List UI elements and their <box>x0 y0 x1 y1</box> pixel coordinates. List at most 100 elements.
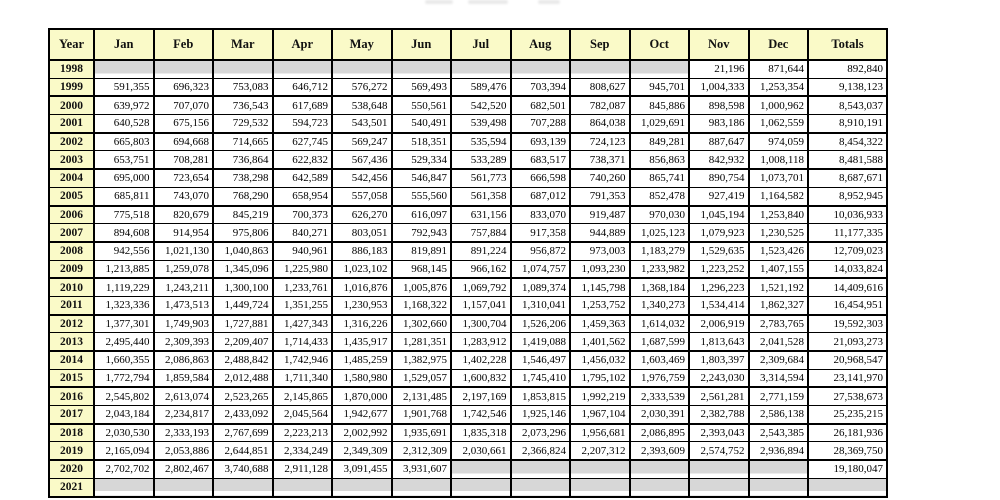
cell-2017-totals: 25,235,215 <box>807 405 888 425</box>
cell-2003-totals: 8,481,588 <box>807 150 888 170</box>
cell-2014-apr: 1,742,946 <box>271 349 333 370</box>
cell-2016-totals: 27,538,673 <box>807 386 888 407</box>
cell-2019-feb: 2,053,886 <box>152 441 214 461</box>
cell-2008-oct: 1,183,279 <box>628 240 690 261</box>
cell-2004-dec: 1,073,701 <box>747 168 809 188</box>
cell-2007-aug: 917,358 <box>509 223 571 243</box>
cell-2017-mar: 2,433,092 <box>212 405 274 425</box>
cell-2018-may: 2,002,992 <box>331 422 393 443</box>
cell-2018-nov: 2,393,043 <box>688 422 750 443</box>
cell-2002-totals: 8,454,322 <box>807 131 888 152</box>
cell-2003-aug: 683,517 <box>509 150 571 170</box>
table-row-1998: 1998 21,196 871,644 892,840 <box>48 58 888 79</box>
cropped-title-remnant <box>538 0 560 4</box>
cell-2021-jun <box>390 477 452 498</box>
cell-2018-totals: 26,181,936 <box>807 422 888 443</box>
cell-2010-may: 1,016,876 <box>331 277 393 297</box>
column-header-year: Year <box>48 28 95 61</box>
cell-2020-nov <box>688 459 750 479</box>
cell-2002-jan: 665,803 <box>93 131 155 152</box>
table-row-2010: 2010 1,119,229 1,243,211 1,300,100 1,233,761… <box>48 277 888 297</box>
cell-2015-nov: 2,243,030 <box>688 368 750 388</box>
table-row-2013: 2013 2,495,440 2,309,393 2,209,407 1,714,433… <box>48 332 888 352</box>
cell-2007-jul: 757,884 <box>450 223 512 243</box>
cell-2011-apr: 1,351,255 <box>271 295 333 316</box>
cell-2016-apr: 2,145,865 <box>271 386 333 407</box>
cell-2017-apr: 2,045,564 <box>271 405 333 425</box>
column-header-sep: Sep <box>569 28 631 61</box>
cell-2006-dec: 1,253,840 <box>747 204 809 225</box>
cell-2009-sep: 1,093,230 <box>569 259 631 279</box>
year-cell-2013: 2013 <box>48 332 95 352</box>
cell-2001-jan: 640,528 <box>93 114 155 134</box>
cell-2011-mar: 1,449,724 <box>212 295 274 316</box>
cell-2005-jan: 685,811 <box>93 186 155 207</box>
cell-2001-totals: 8,910,191 <box>807 114 888 134</box>
cell-1998-jan <box>93 58 155 79</box>
cell-2015-feb: 1,859,584 <box>152 368 214 388</box>
cell-2001-may: 543,501 <box>331 114 393 134</box>
cell-2004-apr: 642,589 <box>271 168 333 188</box>
year-cell-2004: 2004 <box>48 168 95 188</box>
year-cell-2006: 2006 <box>48 204 95 225</box>
cell-2021-totals <box>807 477 888 498</box>
cell-2006-jun: 616,097 <box>390 204 452 225</box>
cell-2005-totals: 8,952,945 <box>807 186 888 207</box>
cell-2006-jan: 775,518 <box>93 204 155 225</box>
cell-2009-may: 1,023,102 <box>331 259 393 279</box>
cell-2006-feb: 820,679 <box>152 204 214 225</box>
column-header-aug: Aug <box>509 28 571 61</box>
cell-2014-jun: 1,382,975 <box>390 349 452 370</box>
cell-2007-mar: 975,806 <box>212 223 274 243</box>
cell-1999-dec: 1,253,354 <box>747 77 809 97</box>
cell-2010-aug: 1,089,374 <box>509 277 571 297</box>
cell-2008-totals: 12,709,023 <box>807 240 888 261</box>
cell-2002-apr: 627,745 <box>271 131 333 152</box>
cell-2004-feb: 723,654 <box>152 168 214 188</box>
cell-2018-feb: 2,333,193 <box>152 422 214 443</box>
cell-2009-totals: 14,033,824 <box>807 259 888 279</box>
cell-2002-aug: 693,139 <box>509 131 571 152</box>
cell-2010-jul: 1,069,792 <box>450 277 512 297</box>
cropped-title-remnant <box>425 0 453 4</box>
cell-2009-nov: 1,223,252 <box>688 259 750 279</box>
cell-2000-feb: 707,070 <box>152 95 214 116</box>
monthly-totals-table: Year Jan Feb Mar Apr May Jun Jul Aug Sep Oct Nov Dec… <box>48 28 888 498</box>
table-row-2021: 2021 <box>48 477 888 498</box>
cell-2009-feb: 1,259,078 <box>152 259 214 279</box>
cell-2015-sep: 1,795,102 <box>569 368 631 388</box>
cell-2006-may: 626,270 <box>331 204 393 225</box>
year-cell-2003: 2003 <box>48 150 95 170</box>
cell-2020-aug <box>509 459 571 479</box>
cell-2014-jul: 1,402,228 <box>450 349 512 370</box>
cell-2014-dec: 2,309,684 <box>747 349 809 370</box>
cell-2007-sep: 944,889 <box>569 223 631 243</box>
cell-2015-mar: 2,012,488 <box>212 368 274 388</box>
cell-2014-jan: 1,660,355 <box>93 349 155 370</box>
cell-2007-feb: 914,954 <box>152 223 214 243</box>
cell-1999-feb: 696,323 <box>152 77 214 97</box>
cell-2020-apr: 2,911,128 <box>271 459 333 479</box>
year-cell-2005: 2005 <box>48 186 95 207</box>
cell-2010-nov: 1,296,223 <box>688 277 750 297</box>
cell-2003-sep: 738,371 <box>569 150 631 170</box>
cell-2000-jun: 550,561 <box>390 95 452 116</box>
cell-1998-feb <box>152 58 214 79</box>
cell-2000-jul: 542,520 <box>450 95 512 116</box>
cell-2003-dec: 1,008,118 <box>747 150 809 170</box>
cell-2021-feb <box>152 477 214 498</box>
cell-2003-oct: 856,863 <box>628 150 690 170</box>
cell-2021-sep <box>569 477 631 498</box>
cell-2015-oct: 1,976,759 <box>628 368 690 388</box>
cell-2007-apr: 840,271 <box>271 223 333 243</box>
cell-2017-jan: 2,043,184 <box>93 405 155 425</box>
table-header: Year Jan Feb Mar Apr May Jun Jul Aug Sep Oct Nov Dec… <box>48 28 888 61</box>
cell-2012-jun: 1,302,660 <box>390 313 452 334</box>
cell-2020-jan: 2,702,702 <box>93 459 155 479</box>
cell-2000-mar: 736,543 <box>212 95 274 116</box>
cell-2017-oct: 2,030,391 <box>628 405 690 425</box>
cell-2007-nov: 1,079,923 <box>688 223 750 243</box>
cell-2008-jan: 942,556 <box>93 240 155 261</box>
cell-2000-may: 538,648 <box>331 95 393 116</box>
